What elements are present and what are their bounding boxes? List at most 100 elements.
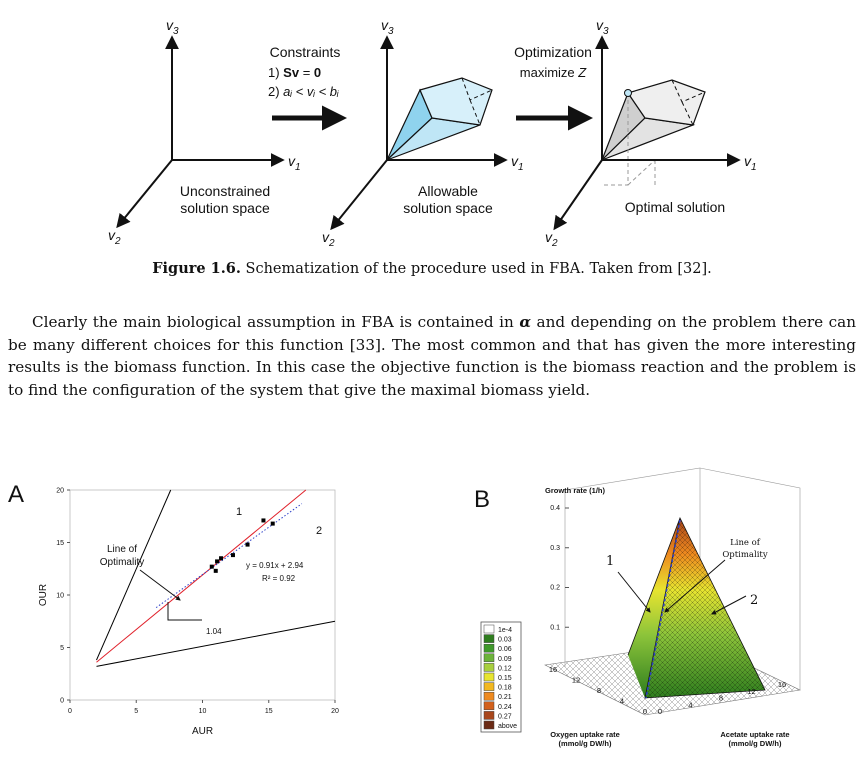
label: 0.21: [498, 694, 512, 701]
label: 1: [606, 554, 614, 569]
subscript: 1: [295, 162, 301, 173]
label: 0.03: [498, 637, 512, 644]
axis-label: v2: [322, 229, 335, 249]
symbol: v: [381, 17, 389, 33]
label: 0.24: [498, 704, 512, 711]
label: solution space: [180, 200, 270, 216]
label: B: [474, 486, 490, 513]
pointer: [664, 559, 726, 613]
slope-bracket: [167, 602, 202, 621]
plot-frame: [69, 489, 336, 701]
label: OUR: [38, 584, 49, 606]
symbol: v: [744, 153, 752, 169]
symbol: v: [166, 17, 174, 33]
point: [261, 518, 266, 523]
point: [230, 553, 235, 558]
label: Growth rate (1/h): [545, 486, 606, 495]
label: 0.15: [498, 675, 512, 682]
line: [96, 489, 307, 663]
legend-swatch: [483, 701, 495, 711]
label: 8: [719, 694, 723, 703]
label: 10: [56, 593, 64, 600]
label: 2: [750, 593, 758, 608]
label: Oxygen uptake rate: [550, 730, 620, 739]
axis: [553, 159, 603, 231]
axis-label: v1: [288, 153, 301, 173]
line: [96, 620, 336, 667]
label: (mmol/g DW/h): [729, 739, 782, 748]
symbol: v: [288, 153, 296, 169]
label: 5: [60, 645, 64, 652]
legend-swatch: [483, 653, 495, 663]
label: Constraints: [270, 44, 341, 60]
line: [96, 489, 172, 661]
point: [209, 564, 214, 569]
constraint: 1) Sv = 0: [268, 65, 321, 80]
axis: [330, 159, 388, 231]
label: Optimality: [722, 550, 768, 560]
symbol: α: [519, 313, 531, 331]
subscript: 1: [751, 162, 757, 173]
legend-swatch: [483, 624, 495, 634]
label: R² = 0.92: [262, 574, 296, 583]
axis-label: v3: [166, 17, 179, 37]
axis-label: v3: [381, 17, 394, 37]
label: 16: [778, 680, 786, 689]
subscript: 3: [603, 26, 609, 37]
label: 0.1: [550, 624, 560, 631]
text: Z: [577, 65, 587, 80]
text: aᵢ < vᵢ < bᵢ: [283, 84, 339, 99]
label: Acetate uptake rate: [720, 730, 789, 739]
legend-swatch: [483, 643, 495, 653]
symbol: v: [545, 229, 553, 245]
label: 0.12: [498, 665, 512, 672]
surface: [628, 518, 680, 698]
label: 5: [134, 708, 138, 715]
legend-swatch: [483, 672, 495, 682]
caption-label: Figure 1.6.: [152, 260, 241, 277]
box-walls: [564, 467, 801, 690]
label: Optimality: [100, 557, 144, 568]
label: 20: [331, 708, 339, 715]
text: Clearly the main biological assumption i…: [32, 313, 520, 331]
label: Unconstrained: [180, 183, 270, 199]
symbol: v: [108, 227, 116, 243]
line: [155, 503, 303, 609]
point: [245, 542, 250, 547]
subscript: 3: [388, 26, 394, 37]
axis-label: v1: [511, 153, 524, 173]
legend-swatch: [483, 711, 495, 720]
label: 12: [747, 687, 755, 696]
legend-swatch: [483, 720, 495, 730]
symbol: v: [322, 229, 330, 245]
label: 0.2: [550, 585, 560, 592]
text: 1): [268, 65, 283, 80]
hidden-edge: [671, 79, 706, 126]
axis: [116, 159, 173, 229]
point: [270, 521, 275, 526]
label: 10: [199, 708, 207, 715]
subscript: 3: [173, 26, 179, 37]
text: maximize: [520, 65, 579, 80]
label: Optimal solution: [625, 199, 725, 215]
projection: [602, 93, 656, 186]
label: Allowable: [418, 183, 478, 199]
axis-label: v1: [744, 153, 757, 173]
ridge: [645, 519, 681, 699]
label: 2: [316, 525, 322, 537]
symbol: v: [596, 17, 604, 33]
text: 2): [268, 84, 283, 99]
subscript: 1: [518, 162, 524, 173]
label: 0: [643, 707, 647, 716]
label: 1.04: [206, 627, 222, 636]
label: Line of: [730, 538, 761, 548]
subscript: 2: [328, 238, 335, 249]
label: 20: [56, 488, 64, 495]
label: 4: [620, 697, 624, 706]
axis-label: v2: [545, 229, 558, 249]
label: 0.06: [498, 646, 512, 653]
constraint: 2) aᵢ < vᵢ < bᵢ: [268, 84, 339, 99]
label: 0.09: [498, 656, 512, 663]
label: 12: [572, 676, 580, 685]
